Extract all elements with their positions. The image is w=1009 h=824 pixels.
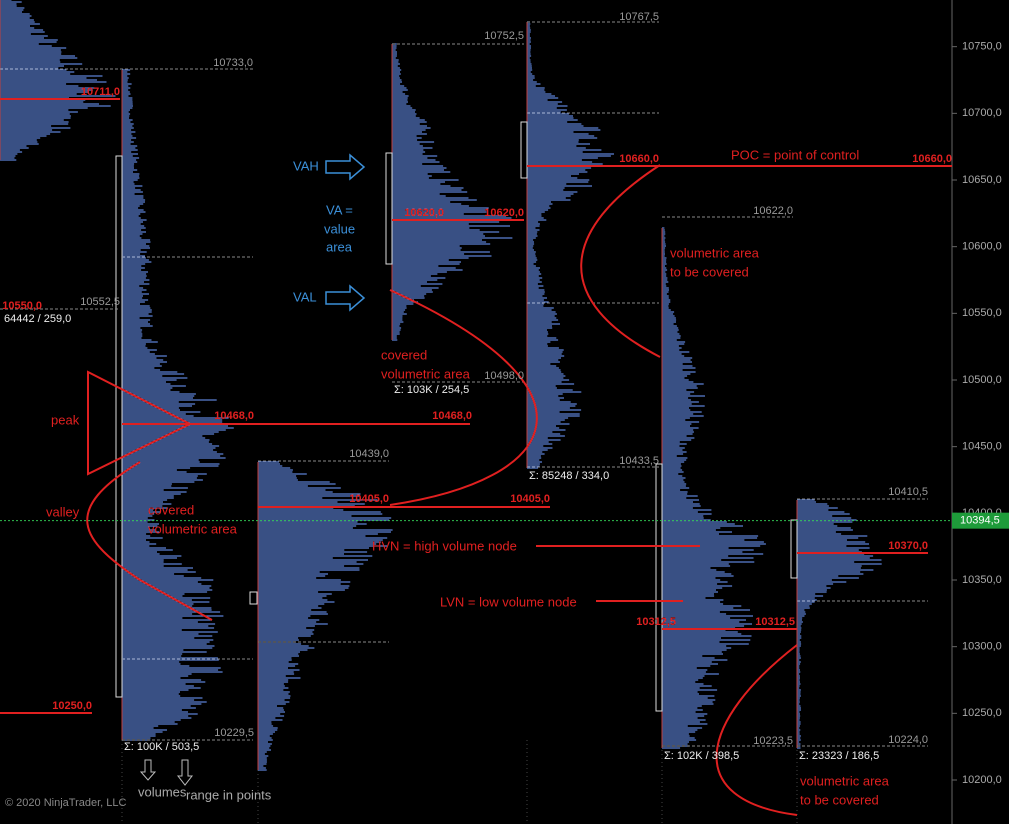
price-label: 10439,0 xyxy=(349,448,389,460)
price-label: 10229,5 xyxy=(214,727,254,739)
price-label: 10224,0 xyxy=(888,734,928,746)
annotation: volumetric area xyxy=(670,245,760,260)
volume-profile xyxy=(258,461,393,771)
volume-profile xyxy=(662,227,766,749)
va-arrows xyxy=(325,153,366,312)
price-label: 10405,0 xyxy=(349,493,389,505)
annotation: area xyxy=(326,239,353,254)
annotation: HVN = high volume node xyxy=(372,538,517,553)
y-tick-label: 10250,0 xyxy=(962,707,1002,719)
value-area-boxes xyxy=(115,121,798,712)
price-label: 10733,0 xyxy=(213,57,253,69)
annotation: LVN = low volume node xyxy=(440,594,577,609)
price-label: 10620,0 xyxy=(484,207,524,219)
y-tick-label: 10200,0 xyxy=(962,774,1002,786)
price-label: 10552,5 xyxy=(80,296,120,308)
annotation: VAL xyxy=(293,289,317,304)
volume-profile xyxy=(122,69,234,741)
price-label: 10660,0 xyxy=(619,153,659,165)
price-label: Σ: 85248 / 334,0 xyxy=(529,470,609,482)
price-label: 10250,0 xyxy=(52,700,92,712)
price-label: 10498,0 xyxy=(484,370,524,382)
annotation: volumes xyxy=(138,784,187,799)
price-label: 10767,5 xyxy=(619,11,659,23)
price-label: 10711,0 xyxy=(81,86,120,98)
annotation: volumetric area xyxy=(800,773,890,788)
annotation: peak xyxy=(51,412,80,427)
y-tick-label: 10550,0 xyxy=(962,307,1002,319)
copyright: © 2020 NinjaTrader, LLC xyxy=(5,797,126,809)
price-label: 10468,0 xyxy=(432,410,472,422)
price-label: 10312,5 xyxy=(755,616,795,628)
annotation: covered xyxy=(148,502,194,517)
price-label: 10468,0 xyxy=(214,410,254,422)
annotation: valley xyxy=(46,504,80,519)
y-tick-label: 10500,0 xyxy=(962,374,1002,386)
price-label: 10660,0 xyxy=(912,153,952,165)
range-lines xyxy=(0,21,928,747)
price-label: Σ: 102K / 398,5 xyxy=(664,750,739,762)
price-label: 10620,0 xyxy=(404,207,444,219)
annotation: value xyxy=(324,221,355,236)
annotation: volumetric area xyxy=(148,521,238,536)
annotation: range in points xyxy=(186,787,272,802)
y-tick-label: 10700,0 xyxy=(962,107,1002,119)
current-price-label: 10394,5 xyxy=(960,515,1000,527)
price-label: Σ: 23323 / 186,5 xyxy=(799,750,879,762)
y-tick-label: 10750,0 xyxy=(962,41,1002,53)
price-label: 10622,0 xyxy=(753,205,793,217)
down-arrows xyxy=(139,759,194,786)
annotation: covered xyxy=(381,347,427,362)
price-label: 10370,0 xyxy=(888,540,928,552)
y-tick-label: 10450,0 xyxy=(962,441,1002,453)
y-tick-label: 10650,0 xyxy=(962,174,1002,186)
y-tick-label: 10600,0 xyxy=(962,241,1002,253)
current-price-box xyxy=(952,512,1009,529)
price-label: 10410,5 xyxy=(888,486,928,498)
price-label: 10312,5 xyxy=(636,616,676,628)
y-tick-label: 10300,0 xyxy=(962,641,1002,653)
price-label: 64442 / 259,0 xyxy=(4,313,71,325)
y-tick-label: 10350,0 xyxy=(962,574,1002,586)
price-label: 10405,0 xyxy=(510,493,550,505)
volume-profile xyxy=(0,0,116,161)
annotation: POC = point of control xyxy=(731,147,859,162)
annotation: to be covered xyxy=(670,264,749,279)
price-label: 10433,5 xyxy=(619,455,659,467)
price-label: Σ: 100K / 503,5 xyxy=(124,741,199,753)
price-label: 10752,5 xyxy=(484,30,524,42)
annotation: VA = xyxy=(326,202,353,217)
annotation: to be covered xyxy=(800,792,879,807)
annotation-lines xyxy=(0,98,952,816)
price-label: Σ: 103K / 254,5 xyxy=(394,384,469,396)
annotation: volumetric area xyxy=(381,366,471,381)
session-separators xyxy=(121,740,798,824)
price-label: 10223,5 xyxy=(753,735,793,747)
price-label: 10550,0 xyxy=(2,300,42,312)
annotation: VAH xyxy=(293,158,319,173)
